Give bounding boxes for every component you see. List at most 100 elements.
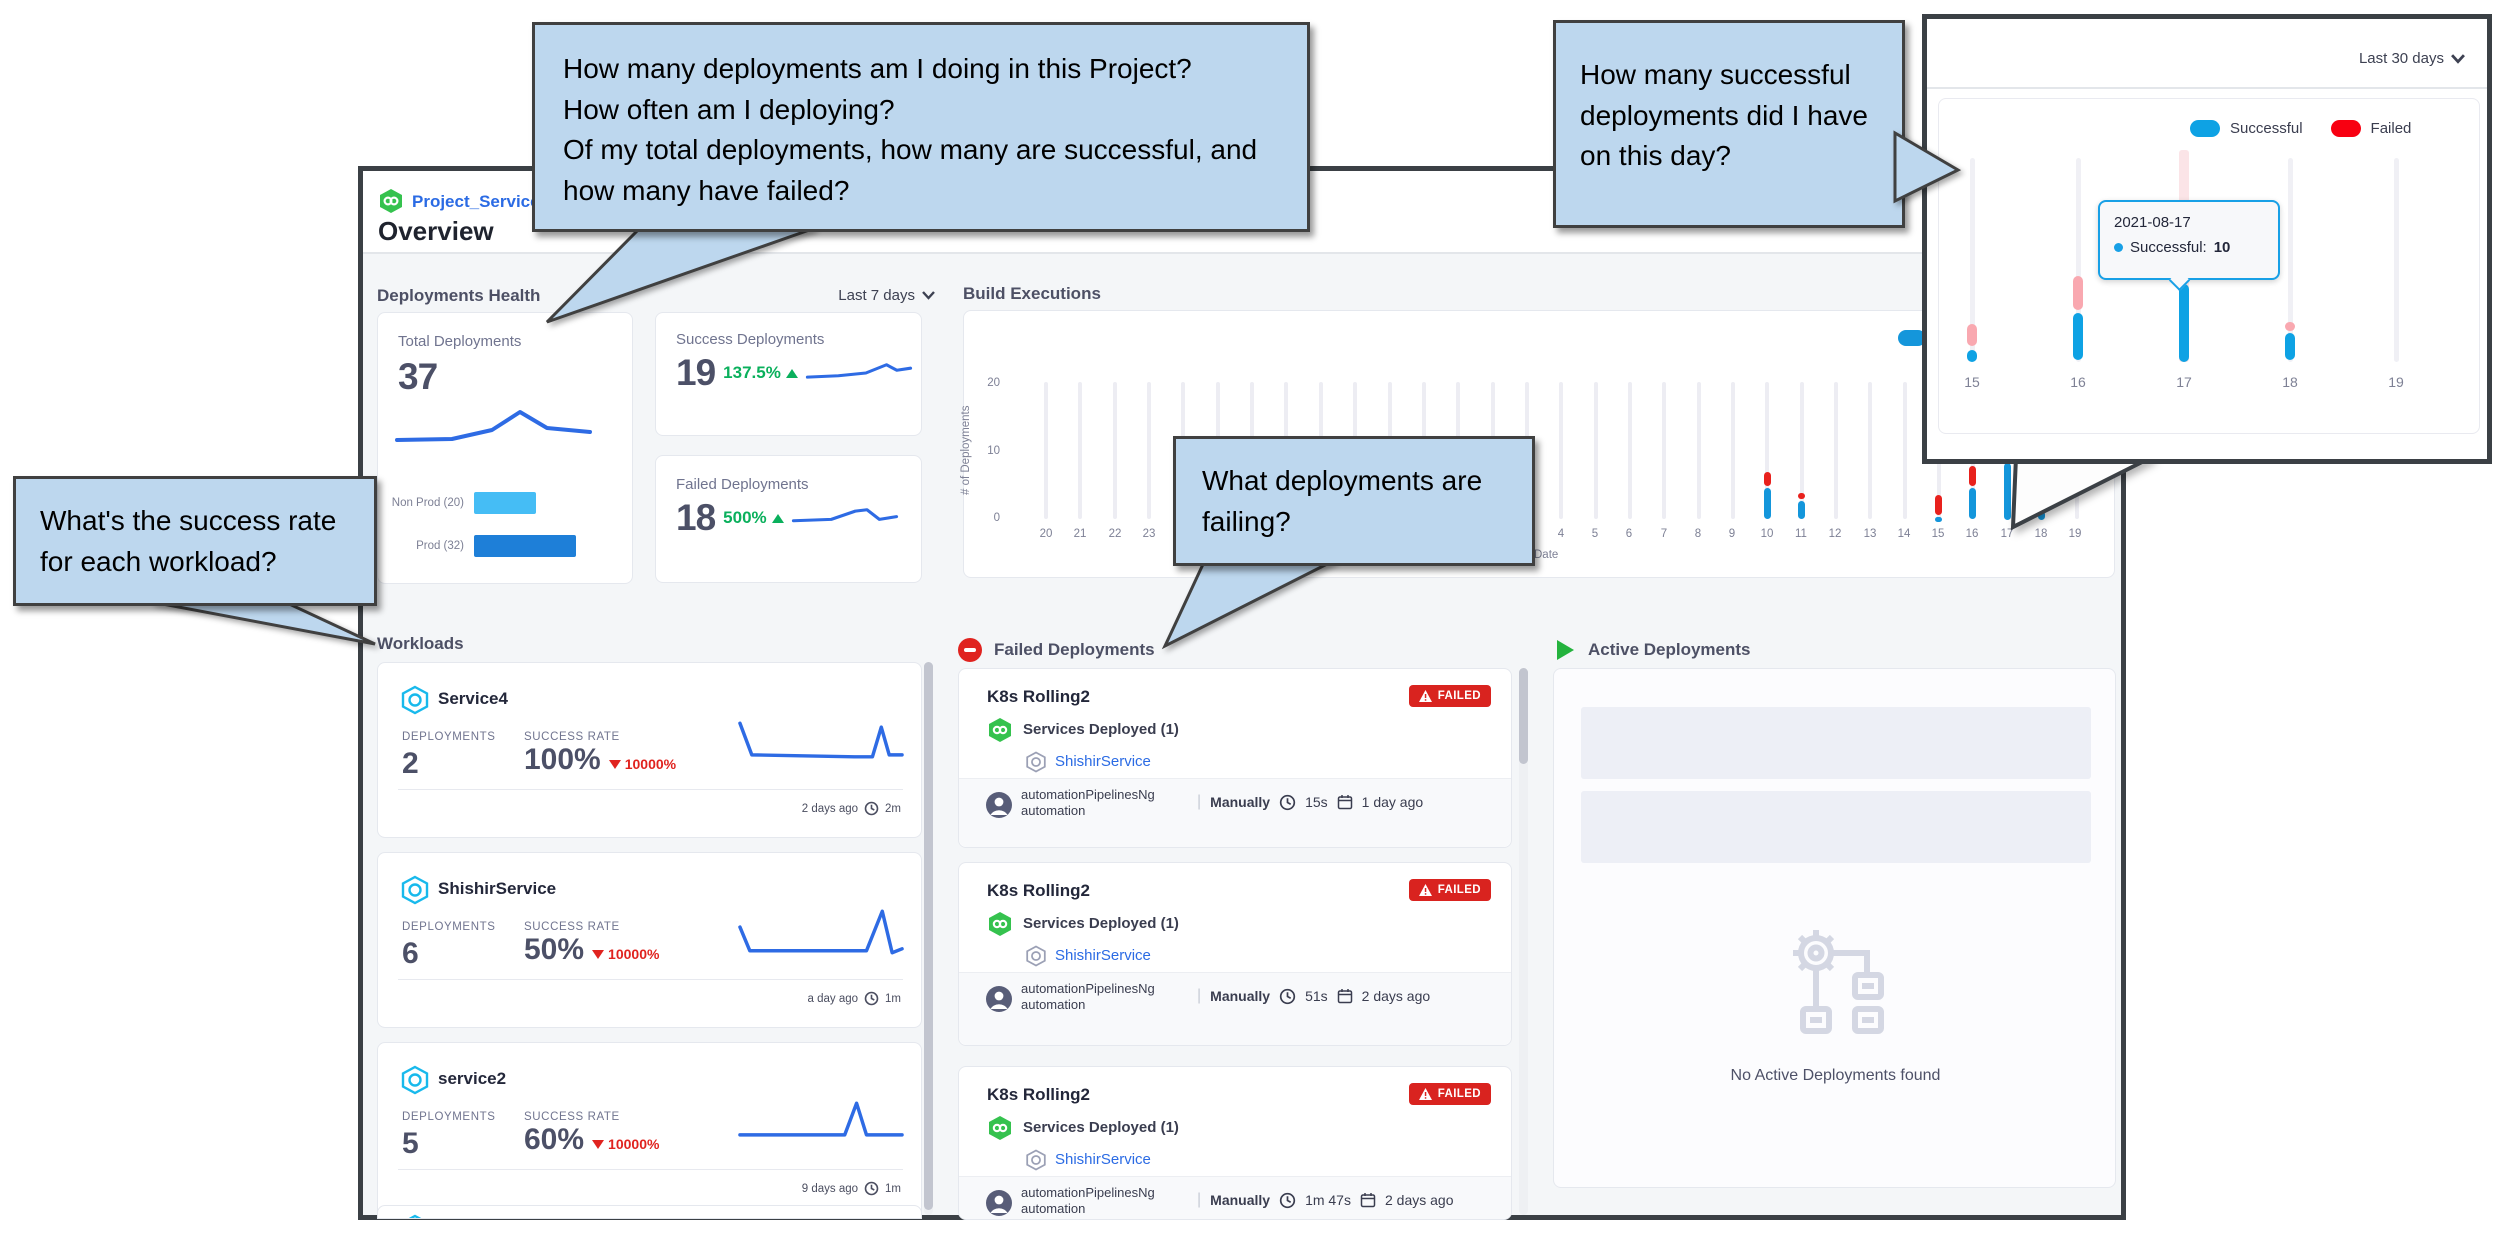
range-label-text: Last 7 days (838, 287, 915, 304)
failed-scrollbar-thumb[interactable] (1519, 668, 1528, 764)
workload-card-partial[interactable]: service3 (377, 1205, 922, 1219)
active-deployments-title: Active Deployments (1588, 640, 1751, 659)
inset-bar-segment[interactable] (1967, 350, 1977, 362)
deployments-label: DEPLOYMENTS (402, 921, 496, 933)
main-legend-successful-pill-peek (1898, 330, 1926, 346)
time-ago: 2 days ago (1361, 988, 1431, 1004)
legend-failed-label: Failed (2370, 120, 2412, 137)
workload-sparkline (738, 721, 904, 759)
failed-badge: FAILED (1408, 879, 1491, 901)
services-deployed-label: Services Deployed (1) (1023, 721, 1179, 738)
failed-badge: FAILED (1408, 1083, 1491, 1105)
workload-card[interactable]: Service4 DEPLOYMENTS 2 SUCCESS RATE 100% 1000… (377, 662, 922, 838)
deployment-bar-segment[interactable] (1934, 495, 1942, 515)
failed-deployments-label: Failed Deployments (676, 476, 809, 493)
workload-last-run: 2 days ago (801, 802, 859, 815)
project-name-link[interactable]: Project_ServiceL (412, 192, 550, 211)
clock-icon (864, 801, 879, 816)
workload-name: Service4 (438, 689, 508, 708)
calendar-icon (1337, 989, 1352, 1004)
deployment-bar-segment[interactable] (1968, 488, 1976, 519)
trigger-type: Manually (1210, 988, 1271, 1004)
service-hexagon-icon (1026, 945, 1046, 967)
failed-deployments-icon (958, 638, 982, 662)
inset-bar-segment[interactable] (2073, 276, 2083, 310)
legend-successful-label: Successful (2230, 120, 2303, 137)
workload-card[interactable]: ShishirService DEPLOYMENTS 6 SUCCESS RATE 50… (377, 852, 922, 1028)
build-executions-title: Build Executions (963, 284, 1101, 303)
trigger-type: Manually (1210, 794, 1271, 810)
total-deployments-label: Total Deployments (398, 333, 522, 350)
workload-success-rate: 50% (524, 933, 585, 966)
callout-tail (1893, 130, 1962, 204)
cd-green-icon (989, 912, 1011, 936)
deployment-bar-segment[interactable] (2003, 463, 2011, 520)
services-deployed-label: Services Deployed (1) (1023, 1119, 1179, 1136)
inset-bar-segment[interactable] (2285, 322, 2295, 331)
failed-sparkline (791, 508, 898, 523)
card-divider (398, 1169, 903, 1170)
clock-icon (864, 991, 879, 1006)
separator: | (1197, 1191, 1202, 1208)
delta-down-icon (608, 760, 621, 769)
deployment-bar-segment[interactable] (1968, 466, 1976, 486)
workload-card[interactable]: service2 DEPLOYMENTS 5 SUCCESS RATE 60% 10000… (377, 1042, 922, 1218)
warning-icon (1418, 884, 1432, 896)
deployment-bar-segment[interactable] (2037, 511, 2045, 520)
deployment-bar-segment[interactable] (1934, 517, 1942, 522)
inset-bar-segment[interactable] (2073, 313, 2083, 360)
no-active-deployments-text: No Active Deployments found (1730, 1067, 1941, 1084)
success-deployments-value: 19 (676, 352, 716, 393)
workload-last-run: 9 days ago (801, 1182, 859, 1195)
callout-success-rate: What's the success rate for each workloa… (13, 476, 377, 606)
callout-tail (151, 600, 376, 646)
pipeline-name: K8s Rolling2 (987, 881, 1090, 900)
inset-bar-segment[interactable] (2285, 333, 2295, 360)
legend-failed-pill[interactable] (2330, 120, 2361, 137)
card-footer: automationPipelinesNg automation | Manually… (959, 778, 1511, 847)
deployment-bar-segment[interactable] (1797, 493, 1805, 499)
inset-bar-segment[interactable] (2179, 284, 2189, 362)
separator: | (1197, 793, 1202, 810)
failed-scrollbar-track[interactable] (1519, 668, 1528, 1215)
trigger-user-line2: automation (1021, 803, 1086, 819)
failed-deployments-value: 18 (676, 497, 716, 538)
nonprod-bar[interactable] (474, 492, 536, 514)
deployment-bar-segment[interactable] (1797, 501, 1805, 519)
service-hexagon-icon (401, 685, 429, 715)
deployment-bar-segment[interactable] (1763, 472, 1771, 486)
failed-badge-text: FAILED (1437, 1088, 1481, 1100)
deployments-health-range-dropdown[interactable]: Last 7 days (820, 287, 935, 304)
failed-deployment-card[interactable]: K8s Rolling2 FAILED Services Deployed (1) S… (958, 668, 1512, 848)
avatar-icon (986, 1190, 1012, 1216)
workloads-scrollbar-thumb[interactable] (924, 662, 933, 1210)
build-executions-xlabel: Date (1534, 549, 1559, 561)
workload-delta: 10000% (608, 1136, 660, 1152)
legend-successful-pill[interactable] (2190, 120, 2220, 137)
calendar-icon (1360, 1193, 1376, 1208)
service-link[interactable]: ShishirService (1055, 947, 1151, 964)
workload-delta: 10000% (624, 756, 677, 772)
page-title: Overview (378, 216, 494, 246)
time-ago: 1 day ago (1361, 794, 1424, 810)
project-icon (378, 188, 404, 214)
callout-tail (1161, 558, 1336, 650)
prod-bar[interactable] (474, 535, 576, 557)
workloads-scrollbar-track[interactable] (924, 662, 933, 1215)
failed-badge-text: FAILED (1437, 884, 1481, 896)
service-link[interactable]: ShishirService (1055, 753, 1151, 770)
success-delta: 137.5% (723, 363, 781, 382)
inset-bar-segment[interactable] (1967, 324, 1977, 346)
trigger-user-line1: automationPipelinesNg (1021, 787, 1155, 802)
deployment-bar-segment[interactable] (1763, 488, 1771, 519)
inset-range-dropdown[interactable]: Last 30 days (2290, 50, 2465, 67)
workload-success-rate: 60% (524, 1123, 585, 1156)
skeleton-row (1581, 791, 2091, 863)
failed-deployment-card[interactable]: K8s Rolling2 FAILED Services Deployed (1) S… (958, 1066, 1512, 1220)
service-link[interactable]: ShishirService (1055, 1151, 1151, 1168)
warning-icon (1418, 690, 1432, 702)
failed-deployment-card[interactable]: K8s Rolling2 FAILED Services Deployed (1) S… (958, 862, 1512, 1046)
workload-success-rate: 100% (524, 743, 601, 776)
card-footer: automationPipelinesNg automation | Manually… (959, 1176, 1511, 1219)
